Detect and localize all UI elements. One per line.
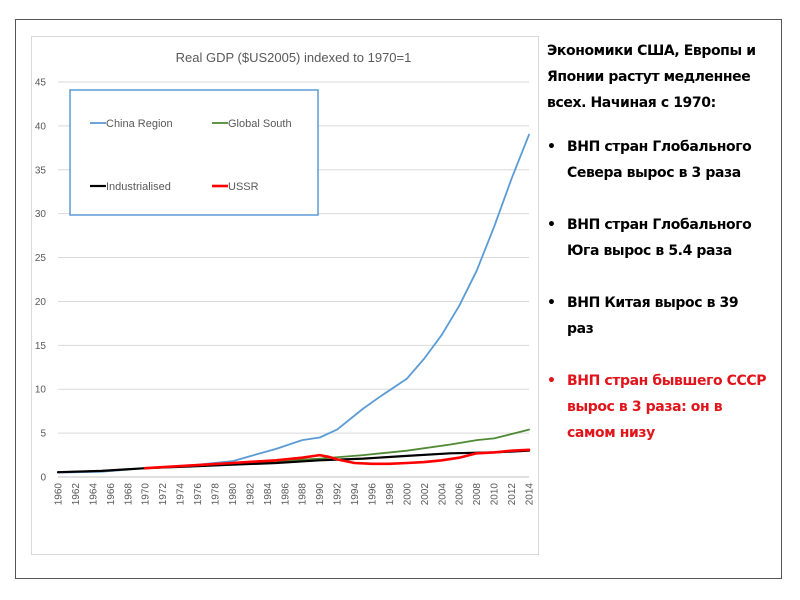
y-tick-label: 15 <box>35 341 47 352</box>
x-tick-label: 1968 <box>123 483 134 506</box>
x-tick-label: 1966 <box>106 483 117 506</box>
bullet-dot: • <box>547 139 556 155</box>
legend-label: Global South <box>228 118 292 130</box>
y-tick-label: 10 <box>35 385 47 396</box>
x-tick-label: 1962 <box>71 483 82 506</box>
x-tick-label: 1982 <box>245 483 256 506</box>
x-tick-label: 2002 <box>420 483 431 506</box>
x-tick-label: 2010 <box>490 483 501 506</box>
x-tick-label: 1990 <box>315 483 326 506</box>
series-line-industrialised <box>56 449 531 474</box>
x-tick-label: 2000 <box>402 483 413 506</box>
x-tick-label: 2012 <box>507 483 518 506</box>
x-tick-label: 1992 <box>333 483 344 506</box>
bullet-text: ВНП Китая вырос в 39 раз <box>567 295 739 337</box>
y-tick-label: 0 <box>40 473 46 484</box>
x-tick-label: 1998 <box>385 483 396 506</box>
bullet-north: • ВНП стран Глобального Севера вырос в 3… <box>547 134 769 186</box>
y-tick-label: 35 <box>35 165 47 176</box>
bullet-text: ВНП стран Глобального Юга вырос в 5.4 ра… <box>567 217 752 259</box>
y-tick-label: 40 <box>35 121 47 132</box>
x-tick-label: 2014 <box>525 483 536 506</box>
legend-label: Industrialised <box>106 181 171 193</box>
x-tick-label: 1970 <box>141 483 152 506</box>
bullet-dot: • <box>547 373 556 389</box>
x-tick-label: 2006 <box>455 483 466 506</box>
x-tick-label: 1986 <box>280 483 291 506</box>
x-tick-label: 1974 <box>176 483 187 506</box>
intro-text: Экономики США, Европы и Японии растут ме… <box>547 43 756 111</box>
x-tick-label: 1978 <box>211 483 222 506</box>
series-line-ussr <box>143 448 531 470</box>
bullet-china: • ВНП Китая вырос в 39 раз <box>547 290 769 342</box>
x-tick-label: 1996 <box>368 483 379 506</box>
x-tick-label: 1964 <box>88 483 99 506</box>
summary-text: Экономики США, Европы и Японии растут ме… <box>547 38 769 472</box>
chart-title: Real GDP ($US2005) indexed to 1970=1 <box>176 50 412 65</box>
bullet-dot: • <box>547 217 556 233</box>
x-tick-label: 1994 <box>350 483 361 506</box>
x-tick-label: 1976 <box>193 483 204 506</box>
y-tick-label: 30 <box>35 209 47 220</box>
x-tick-label: 2008 <box>472 483 483 506</box>
bullet-ussr: • ВНП стран бывшего СССР вырос в 3 раза:… <box>547 368 769 446</box>
y-tick-label: 20 <box>35 297 47 308</box>
slide-frame <box>15 19 782 579</box>
x-tick-label: 1980 <box>228 483 239 506</box>
x-tick-label: 1984 <box>263 483 274 506</box>
bullet-text: ВНП стран бывшего СССР вырос в 3 раза: о… <box>567 373 767 441</box>
legend-box <box>69 89 319 216</box>
legend-label: USSR <box>228 181 259 193</box>
x-tick-label: 2004 <box>437 483 448 506</box>
gdp-line-chart: Real GDP ($US2005) indexed to 1970=1 0 5 10… <box>35 50 536 506</box>
chart-panel: Real GDP ($US2005) indexed to 1970=1 0 5 10… <box>31 36 539 555</box>
x-tick-label: 1988 <box>298 483 309 506</box>
y-tick-label: 45 <box>35 78 47 89</box>
bullet-text: ВНП стран Глобального Севера вырос в 3 р… <box>567 139 752 181</box>
x-tick-label: 1960 <box>54 483 65 506</box>
legend-label: China Region <box>106 118 173 130</box>
y-tick-label: 5 <box>40 429 46 440</box>
bullet-dot: • <box>547 295 556 311</box>
x-tick-label: 1972 <box>158 483 169 506</box>
bullet-south: • ВНП стран Глобального Юга вырос в 5.4 … <box>547 212 769 264</box>
series-line-global-south <box>57 428 530 474</box>
y-tick-label: 25 <box>35 253 47 264</box>
